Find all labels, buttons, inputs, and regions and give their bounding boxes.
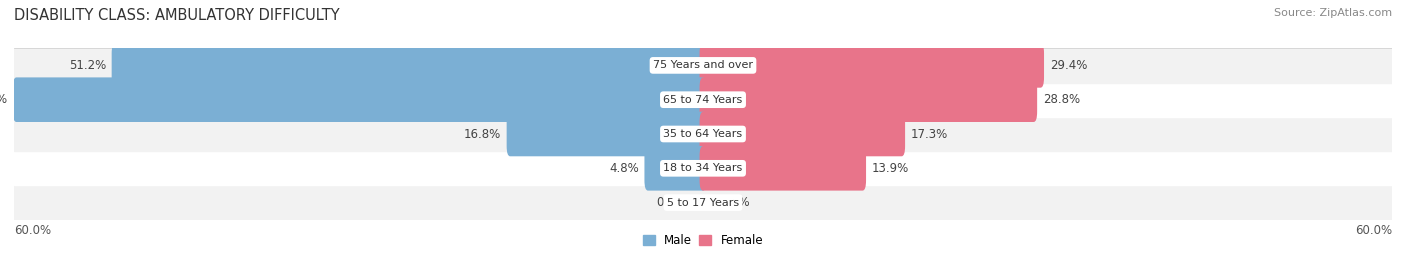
Text: 60.0%: 60.0% [14, 224, 51, 237]
Text: 60.0%: 60.0% [1355, 224, 1392, 237]
Bar [14, 48, 1392, 83]
FancyBboxPatch shape [644, 146, 706, 191]
Text: Source: ZipAtlas.com: Source: ZipAtlas.com [1274, 8, 1392, 18]
Text: 5 to 17 Years: 5 to 17 Years [666, 198, 740, 208]
Text: 28.8%: 28.8% [1043, 93, 1080, 106]
Legend: Male, Female: Male, Female [638, 229, 768, 252]
Text: 16.8%: 16.8% [464, 128, 501, 140]
Text: 17.3%: 17.3% [911, 128, 948, 140]
Text: 65 to 74 Years: 65 to 74 Years [664, 95, 742, 105]
Text: 59.8%: 59.8% [0, 93, 7, 106]
FancyBboxPatch shape [111, 43, 706, 88]
FancyBboxPatch shape [506, 112, 706, 156]
Bar [14, 185, 1392, 220]
Bar [14, 83, 1392, 117]
Text: 0.0%: 0.0% [720, 196, 749, 209]
Text: 18 to 34 Years: 18 to 34 Years [664, 163, 742, 173]
Text: 4.8%: 4.8% [609, 162, 638, 175]
Text: DISABILITY CLASS: AMBULATORY DIFFICULTY: DISABILITY CLASS: AMBULATORY DIFFICULTY [14, 8, 340, 23]
Text: 0.0%: 0.0% [657, 196, 686, 209]
Text: 13.9%: 13.9% [872, 162, 910, 175]
Text: 75 Years and over: 75 Years and over [652, 60, 754, 70]
FancyBboxPatch shape [700, 146, 866, 191]
FancyBboxPatch shape [13, 77, 706, 122]
Text: 51.2%: 51.2% [69, 59, 105, 72]
FancyBboxPatch shape [700, 43, 1045, 88]
Text: 29.4%: 29.4% [1050, 59, 1087, 72]
Bar [14, 117, 1392, 151]
FancyBboxPatch shape [700, 112, 905, 156]
Bar [14, 151, 1392, 185]
FancyBboxPatch shape [700, 77, 1038, 122]
Text: 35 to 64 Years: 35 to 64 Years [664, 129, 742, 139]
